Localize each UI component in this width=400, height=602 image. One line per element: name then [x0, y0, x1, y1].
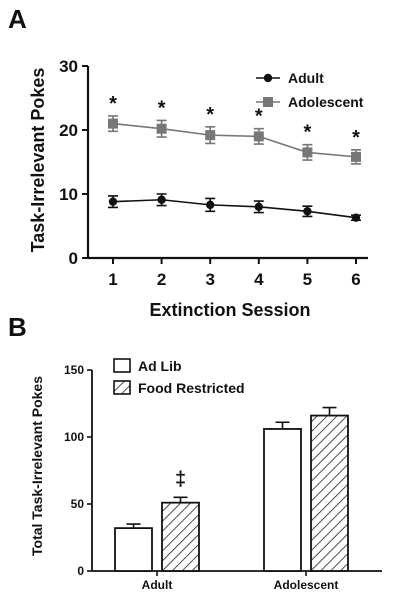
panel-a-legend-label: Adult: [288, 70, 324, 86]
panel-a-x-tick-label: 2: [157, 270, 166, 289]
panel-b-bar-ad-lib: [114, 527, 153, 572]
panel-a-point-adult: [206, 200, 215, 210]
panel-a-significance-star: *: [206, 104, 214, 126]
panel-a-x-tick-label: 4: [254, 270, 264, 289]
panel-a-y-tick-label: 10: [59, 185, 78, 204]
panel-a-point-adolescent: [108, 118, 118, 129]
panel-a-point-adolescent: [253, 131, 264, 142]
panel-a-line-adolescent: [112, 122, 357, 158]
panel-a-point-adult: [303, 207, 312, 216]
panel-b-error-bar: [126, 523, 141, 529]
panel-b-letter: B: [8, 312, 27, 342]
panel-b-plot: 0 50 100 150 Adult Adolescent ‡ Ad Lib Food Rest…: [64, 358, 382, 592]
panel-a-significance-star: *: [109, 93, 117, 115]
panel-a-significance-star: *: [304, 122, 312, 144]
panel-b-x-tick-label: Adolescent: [274, 578, 339, 592]
panel-a-x-tick-label: 1: [108, 270, 117, 289]
panel-a-legend-marker: [263, 97, 273, 107]
panel-b-error-bar: [322, 406, 337, 416]
panel-b-legend-swatch: [113, 358, 131, 373]
panel-b-significance-marker: ‡: [175, 468, 186, 490]
panel-a-legend-label: Adolescent: [288, 94, 364, 110]
panel-b-y-tick-label: 0: [77, 564, 84, 578]
panel-a-letter: A: [8, 4, 27, 34]
panel-a-point-adult: [108, 197, 118, 206]
panel-b-y-tick-label: 150: [64, 363, 84, 377]
panel-b-x-tick-label: Adult: [142, 578, 173, 592]
panel-a-point-adolescent: [351, 151, 361, 162]
panel-a-x-axis-title: Extinction Session: [149, 300, 310, 320]
panel-a-point-adult: [254, 202, 263, 211]
panel-a-point-adult: [351, 213, 361, 222]
panel-b-y-tick-label: 50: [71, 497, 85, 511]
panel-b-legend-label: Food Restricted: [138, 380, 245, 396]
panel-a-plot: 0 10 20 30 1 2 3 4 5 6 * * * * * * Adult Adolescent: [59, 57, 368, 289]
panel-b-error-bar: [275, 421, 290, 429]
panel-b-legend-swatch: [113, 380, 131, 395]
panel-a-line-adult: [112, 198, 357, 219]
panel-a-x-tick-label: 5: [303, 270, 312, 289]
panel-b-bar-food-restricted: [161, 501, 200, 572]
panel-a-y-tick-label: 20: [59, 121, 78, 140]
panel-a-significance-star: *: [158, 97, 166, 119]
panel-a-point-adolescent: [156, 123, 167, 134]
panel-a-x-tick-label: 3: [205, 270, 214, 289]
panel-b-bar-food-restricted: [310, 414, 349, 572]
panel-a-point-adolescent: [205, 130, 216, 141]
panel-b-y-axis-title: Total Task-Irrelevant Pokes: [29, 376, 45, 556]
panel-a-y-tick-label: 30: [59, 57, 78, 76]
panel-b-bar-ad-lib: [263, 428, 302, 572]
panel-a-significance-star: *: [255, 106, 263, 128]
panel-a-x-tick-label: 6: [351, 270, 360, 289]
panel-a-point-adolescent: [302, 147, 313, 158]
panel-b-legend-label: Ad Lib: [138, 358, 182, 374]
panel-a-y-tick-label: 0: [69, 249, 78, 268]
panel-b-error-bar: [173, 496, 188, 503]
panel-a-y-axis-title: Task-Irrelevant Pokes: [28, 68, 48, 253]
panel-a-point-adult: [157, 195, 166, 204]
panel-a-legend-marker: [263, 73, 273, 83]
panel-a-significance-star: *: [352, 127, 360, 149]
panel-b-y-tick-label: 100: [64, 430, 84, 444]
